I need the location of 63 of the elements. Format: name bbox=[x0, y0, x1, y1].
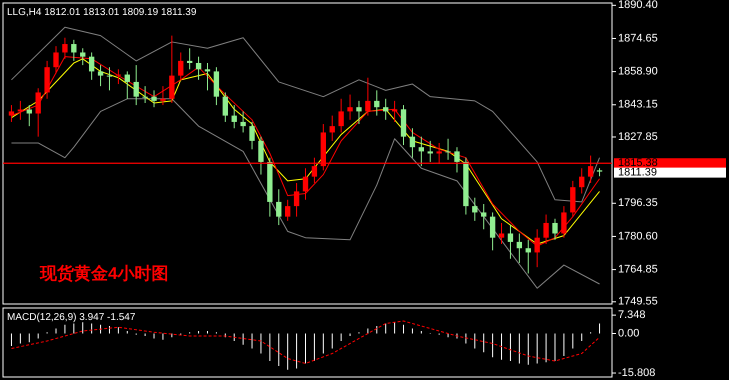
candlestick bbox=[490, 212, 496, 251]
chart-title: LLG,H4 1812.01 1813.01 1809.19 1811.39 bbox=[7, 7, 197, 18]
candlestick bbox=[383, 98, 388, 120]
y-tick-label: 1780.60 bbox=[618, 230, 658, 242]
candlestick bbox=[222, 92, 228, 122]
candlestick bbox=[285, 199, 290, 222]
candlestick bbox=[240, 110, 246, 133]
candlestick bbox=[356, 100, 362, 125]
y-tick-label: -15.808 bbox=[618, 366, 656, 379]
candlestick bbox=[508, 224, 514, 260]
candlestick bbox=[186, 48, 192, 70]
candlestick bbox=[418, 136, 424, 167]
y-tick-label: 0.00 bbox=[618, 327, 640, 340]
candlestick bbox=[196, 56, 202, 80]
text: 1811.39 bbox=[618, 166, 657, 179]
line-series bbox=[10, 320, 600, 364]
candlestick bbox=[472, 197, 478, 222]
candlestick bbox=[526, 239, 531, 274]
y-tick-label: 1749.55 bbox=[618, 296, 658, 308]
candlestick bbox=[454, 146, 460, 173]
annotation: 现货黄金4小时图 bbox=[39, 264, 168, 283]
y-tick-label: 1843.15 bbox=[618, 98, 658, 111]
y-tick-label: 1874.65 bbox=[618, 32, 658, 44]
y-tick-label: 1858.90 bbox=[618, 66, 658, 78]
line-series bbox=[10, 26, 600, 202]
candlestick bbox=[294, 182, 300, 218]
candlestick bbox=[36, 88, 41, 138]
candlestick bbox=[18, 100, 24, 120]
chart-title: MACD(12,26,9) 3.947 -1.547 bbox=[7, 312, 136, 323]
candlestick bbox=[134, 64, 139, 106]
candlestick bbox=[579, 168, 584, 194]
candlestick bbox=[106, 66, 112, 91]
candlestick bbox=[365, 77, 371, 116]
candlestick bbox=[410, 128, 416, 158]
candlestick bbox=[116, 68, 122, 85]
candlestick bbox=[428, 140, 433, 162]
y-tick-label: 7.348 bbox=[618, 309, 646, 322]
candlestick bbox=[347, 94, 353, 120]
candlestick bbox=[302, 168, 308, 200]
candlestick bbox=[392, 100, 398, 122]
candlestick bbox=[80, 48, 86, 66]
candlestick bbox=[481, 204, 486, 230]
candlestick bbox=[330, 115, 335, 142]
y-tick-label: 1890.40 bbox=[618, 0, 658, 12]
y-tick-label: 1796.35 bbox=[618, 197, 658, 210]
candlestick bbox=[26, 104, 32, 127]
candlestick bbox=[516, 232, 522, 264]
candlestick bbox=[276, 188, 282, 226]
candlestick bbox=[258, 136, 264, 176]
candlestick bbox=[552, 218, 558, 240]
candlestick bbox=[71, 39, 76, 62]
candlestick bbox=[374, 90, 380, 116]
candlestick bbox=[124, 70, 130, 100]
y-tick-label: 1827.85 bbox=[618, 130, 658, 143]
candlestick bbox=[88, 52, 94, 80]
candlestick bbox=[151, 90, 157, 108]
candlestick bbox=[561, 206, 567, 238]
candlestick bbox=[142, 86, 148, 104]
candlestick bbox=[249, 121, 255, 150]
candlestick bbox=[338, 98, 344, 133]
y-tick-label: 1764.85 bbox=[618, 263, 658, 276]
candlestick bbox=[232, 104, 237, 129]
candlestick bbox=[445, 138, 451, 160]
